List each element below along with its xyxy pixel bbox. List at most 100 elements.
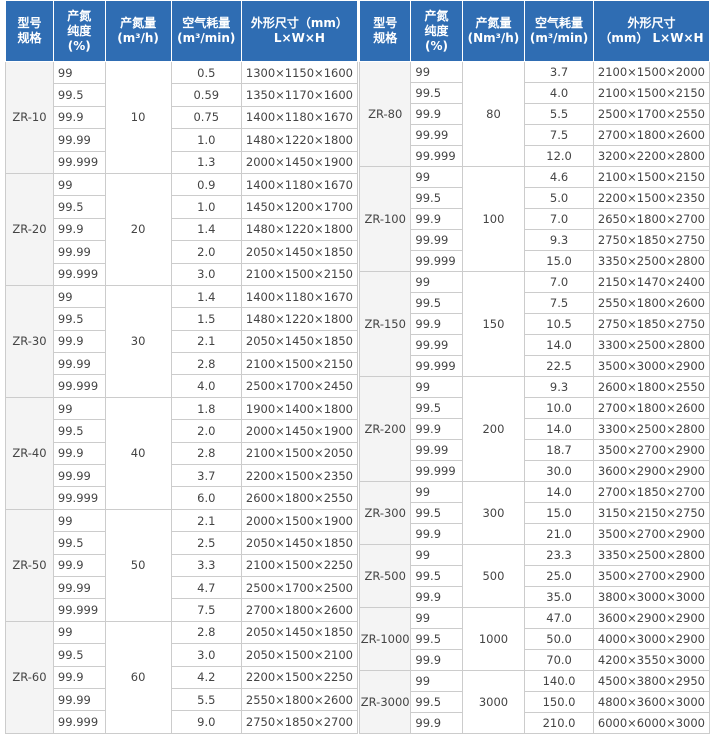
size-cell: 2100×1500×2000 <box>592 61 710 83</box>
purity-cell: 99.99 <box>410 439 463 461</box>
flow-cell: 60 <box>104 620 172 735</box>
air-cell: 4.0 <box>524 82 594 104</box>
spec-table: 型号 规格 产氮 纯度 (%) 产氮量 (Nm³/h) 空气耗量 (m³/min) 外形尺寸 （mm… <box>358 0 710 734</box>
size-cell: 2100×1500×2150 <box>592 166 710 188</box>
model-cell: ZR-500 <box>358 544 412 608</box>
model-cell: ZR-80 <box>358 61 412 167</box>
header-line: 纯度 <box>424 23 449 38</box>
data-row: 99.9 2.1 2050×1450×1850 <box>6 329 358 354</box>
data-row: 99.9 14.0 3300×2500×2800 <box>359 418 710 440</box>
flow-cell: 40 <box>104 396 172 510</box>
air-cell: 140.0 <box>524 670 594 692</box>
air-cell: 2.8 <box>170 352 242 376</box>
header-line: 空气耗量 <box>535 16 584 30</box>
flow-cell: 1000 <box>461 607 526 671</box>
header-line: （mm） L×W×H <box>599 31 704 45</box>
air-cell: 1.0 <box>170 128 242 152</box>
air-cell: 7.0 <box>524 271 594 293</box>
model-cell: ZR-30 <box>5 284 54 398</box>
data-row: 99.9 2.8 2100×1500×2050 <box>6 441 358 466</box>
air-cell: 30.0 <box>524 460 594 482</box>
size-cell: 2050×1450×1850 <box>240 620 358 645</box>
data-row: 99.99 2.0 2050×1450×1850 <box>6 240 358 264</box>
purity-cell: 99.9 <box>52 553 106 578</box>
size-cell: 4000×3000×2900 <box>592 628 710 650</box>
air-cell: 1.0 <box>170 195 242 219</box>
header-cell: 外形尺寸（mm） L×W×H <box>240 0 358 63</box>
data-row: 99.9 10.5 2750×1850×2750 <box>359 313 710 335</box>
data-row: ZR-200 99 200 9.3 2600×1800×2550 <box>358 376 710 482</box>
purity-cell: 99.5 <box>410 628 463 650</box>
header-line: (Nm³/h) <box>467 31 520 45</box>
size-cell: 2050×1450×1850 <box>240 531 358 555</box>
air-cell: 7.0 <box>524 208 594 230</box>
air-cell: 3.7 <box>524 61 594 83</box>
data-row: ZR-1000 99 1000 47.0 3600×2900×2900 <box>358 607 710 671</box>
air-cell: 4.0 <box>170 374 242 398</box>
air-cell: 7.5 <box>524 292 594 314</box>
purity-cell: 99.99 <box>52 464 106 488</box>
data-row: 99.9 21.0 3500×2700×2900 <box>359 523 710 545</box>
purity-cell: 99.99 <box>410 124 463 146</box>
data-row: 99.99 14.0 3300×2500×2800 <box>359 334 710 356</box>
size-cell: 2700×1850×2700 <box>592 481 710 503</box>
size-cell: 6000×6000×3000 <box>592 712 710 734</box>
data-row: 99.999 1.3 2000×1450×1900 <box>6 150 358 174</box>
header-line: 外形尺寸（mm） <box>250 16 348 30</box>
header-cell: 产氮量 (m³/h) <box>104 0 172 63</box>
header-line: 规格 <box>17 31 42 45</box>
flow-cell: 30 <box>104 284 172 398</box>
data-row: 99.5 2.0 2000×1450×1900 <box>6 419 358 443</box>
air-cell: 14.0 <box>524 418 594 440</box>
size-cell: 2750×1850×2750 <box>592 229 710 251</box>
model-cell: ZR-300 <box>358 481 412 545</box>
air-cell: 4.6 <box>524 166 594 188</box>
flow-cell: 200 <box>461 376 526 482</box>
purity-cell: 99.5 <box>410 502 463 524</box>
purity-cell: 99.999 <box>410 460 463 482</box>
air-cell: 210.0 <box>524 712 594 734</box>
data-row: 99.9 0.75 1400×1180×1670 <box>6 105 358 130</box>
data-row: 99.9 3.3 2100×1500×2250 <box>6 553 358 578</box>
size-cell: 2700×1800×2600 <box>592 397 710 419</box>
air-cell: 1.3 <box>170 150 242 174</box>
purity-cell: 99.5 <box>410 397 463 419</box>
size-cell: 2600×1800×2550 <box>592 376 710 398</box>
data-row: ZR-50 99 50 2.1 2000×1500×1900 <box>5 508 358 622</box>
purity-cell: 99.99 <box>410 334 463 356</box>
purity-cell: 99.99 <box>410 229 463 251</box>
header-cell: 产氮量 (Nm³/h) <box>461 0 526 62</box>
header-cell: 产氮 纯度 (%) <box>52 0 106 63</box>
data-row: 99.5 0.59 1350×1170×1600 <box>6 83 358 107</box>
header-cell: 型号 规格 <box>5 0 54 63</box>
air-cell: 25.0 <box>524 565 594 587</box>
air-cell: 70.0 <box>524 649 594 671</box>
size-cell: 1300×1150×1600 <box>240 61 358 85</box>
flow-cell: 300 <box>461 481 526 545</box>
header-line: (m³/h) <box>117 31 159 45</box>
size-cell: 3200×2200×2800 <box>592 145 710 167</box>
air-cell: 3.3 <box>170 553 242 578</box>
size-cell: 2700×1800×2600 <box>592 124 710 146</box>
header-line: 产氮量 <box>475 16 512 30</box>
data-row: 99.9 4.2 2200×1500×2250 <box>6 665 358 689</box>
data-row: ZR-10 99 10 0.5 1300×1150×1600 <box>5 61 358 174</box>
air-cell: 2.1 <box>170 508 242 533</box>
purity-cell: 99.5 <box>410 292 463 314</box>
purity-cell: 99.5 <box>410 565 463 587</box>
purity-cell: 99 <box>410 271 463 293</box>
purity-cell: 99.9 <box>52 217 106 242</box>
flow-cell: 10 <box>104 61 172 174</box>
data-row: ZR-150 99 150 7.0 2150×1470×2400 <box>358 271 710 377</box>
data-row: 99.5 10.0 2700×1800×2600 <box>359 397 710 419</box>
purity-cell: 99.9 <box>52 665 106 689</box>
data-row: ZR-80 99 80 3.7 2100×1500×2000 <box>358 61 710 167</box>
purity-cell: 99.9 <box>410 103 463 125</box>
purity-cell: 99.999 <box>410 145 463 167</box>
data-row: ZR-100 99 100 4.6 2100×1500×2150 <box>358 166 710 272</box>
air-cell: 2.1 <box>170 329 242 354</box>
size-cell: 1350×1170×1600 <box>240 83 358 107</box>
data-row: 99.9 7.0 2650×1800×2700 <box>359 208 710 230</box>
air-cell: 150.0 <box>524 691 594 713</box>
size-cell: 2000×1500×1900 <box>240 508 358 533</box>
